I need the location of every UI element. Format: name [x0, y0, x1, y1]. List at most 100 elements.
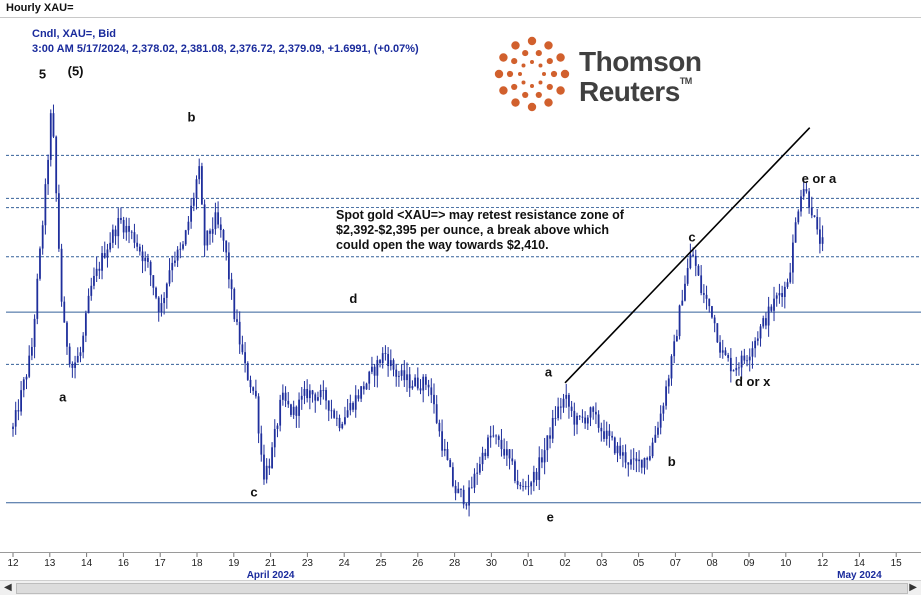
candle-body	[497, 436, 500, 440]
candle-body	[751, 348, 754, 357]
logo-wordmark-line-2: ReutersTM	[579, 76, 692, 108]
candle-body	[651, 442, 654, 457]
x-axis-tick-label: 07	[670, 558, 682, 569]
candle-body	[581, 416, 584, 418]
logo-dot	[538, 63, 543, 68]
logo-dot	[560, 69, 570, 79]
candle-body	[802, 189, 805, 197]
candle-body	[595, 411, 597, 415]
candle-body	[74, 362, 76, 368]
chart-title: Hourly XAU=	[6, 2, 74, 14]
candle-body	[430, 387, 433, 395]
candle-body	[508, 449, 511, 459]
candle-body	[63, 301, 66, 323]
candle-body	[55, 136, 58, 194]
candle-body	[60, 248, 63, 302]
candle-body	[338, 417, 341, 429]
candle-body	[538, 457, 541, 480]
candle-body	[729, 357, 732, 372]
candle-body	[746, 360, 748, 362]
candle-body	[573, 410, 576, 425]
candle-body	[778, 293, 781, 296]
candle-body	[721, 350, 724, 353]
scroll-right-arrow-icon[interactable]: ▶	[909, 582, 917, 593]
candle-body	[117, 217, 120, 237]
logo-dot	[511, 41, 520, 50]
candle-body	[414, 377, 417, 387]
candle-body	[33, 318, 36, 347]
candle-body	[624, 452, 627, 463]
candle-body	[605, 430, 608, 439]
candle-body	[532, 471, 535, 483]
x-axis-tick-label: 02	[559, 558, 571, 569]
candle-body	[408, 374, 411, 389]
candle-body	[265, 465, 268, 480]
logo-dot	[511, 57, 518, 65]
logo-dot	[550, 70, 558, 78]
candle-body	[554, 417, 557, 419]
candle-body	[411, 386, 414, 389]
candle-body	[557, 406, 560, 419]
candle-body	[157, 297, 160, 313]
x-axis-tick-label: 28	[449, 558, 461, 569]
candle-body	[371, 366, 373, 372]
candle-body	[792, 242, 794, 273]
candle-body	[171, 262, 174, 271]
candle-body	[165, 283, 168, 298]
candle-body	[249, 379, 252, 388]
logo-dot	[521, 80, 526, 85]
candle-body	[681, 300, 684, 306]
candle-body	[152, 275, 155, 288]
candle-body	[460, 488, 462, 490]
candle-body	[821, 237, 824, 244]
candle-body	[314, 394, 317, 401]
logo-dot	[542, 72, 546, 76]
candle-body	[344, 417, 346, 425]
x-axis-tick-label: 08	[707, 558, 719, 569]
candle-body	[106, 249, 109, 258]
chart-titlebar: Hourly XAU=	[0, 0, 921, 18]
candle-body	[762, 318, 765, 327]
candle-body	[616, 445, 619, 454]
candle-body	[14, 410, 17, 427]
scrollbar-thumb[interactable]	[16, 583, 908, 594]
scroll-left-arrow-icon[interactable]: ◀	[4, 582, 12, 593]
candle-body	[500, 439, 503, 450]
logo-dot	[521, 63, 526, 68]
wave-label: e	[547, 509, 554, 524]
candle-body	[87, 295, 90, 314]
candle-body	[373, 366, 376, 376]
candle-body	[406, 374, 408, 381]
candle-body	[198, 166, 201, 180]
candle-body	[47, 159, 49, 185]
candle-body	[530, 482, 533, 487]
candle-body	[686, 268, 689, 284]
candle-body	[487, 437, 489, 457]
logo-dot	[535, 91, 542, 99]
candle-body	[246, 363, 249, 380]
candle-body	[503, 449, 506, 456]
candle-body	[176, 249, 179, 261]
logo-wordmark-line-1: Thomson	[579, 46, 702, 77]
candle-body	[36, 278, 39, 319]
logo-dot	[530, 84, 534, 88]
candle-body	[252, 387, 255, 391]
candle-body	[694, 255, 697, 266]
logo-dot	[546, 57, 553, 65]
candle-body	[195, 179, 198, 199]
logo-dot	[522, 49, 529, 57]
horizontal-scrollbar[interactable]: ◀ ▶	[0, 580, 921, 595]
candle-body	[133, 232, 136, 243]
candle-body	[427, 384, 430, 388]
candle-body	[638, 459, 640, 462]
x-axis-tick-label: 25	[375, 558, 387, 569]
candle-body	[462, 489, 465, 505]
candle-body	[28, 355, 31, 377]
x-axis-tick-label: 23	[302, 558, 314, 569]
candle-body	[565, 394, 568, 399]
candle-body	[597, 414, 600, 428]
candle-body	[514, 461, 516, 481]
candle-body	[524, 486, 527, 488]
candle-body	[441, 431, 443, 451]
